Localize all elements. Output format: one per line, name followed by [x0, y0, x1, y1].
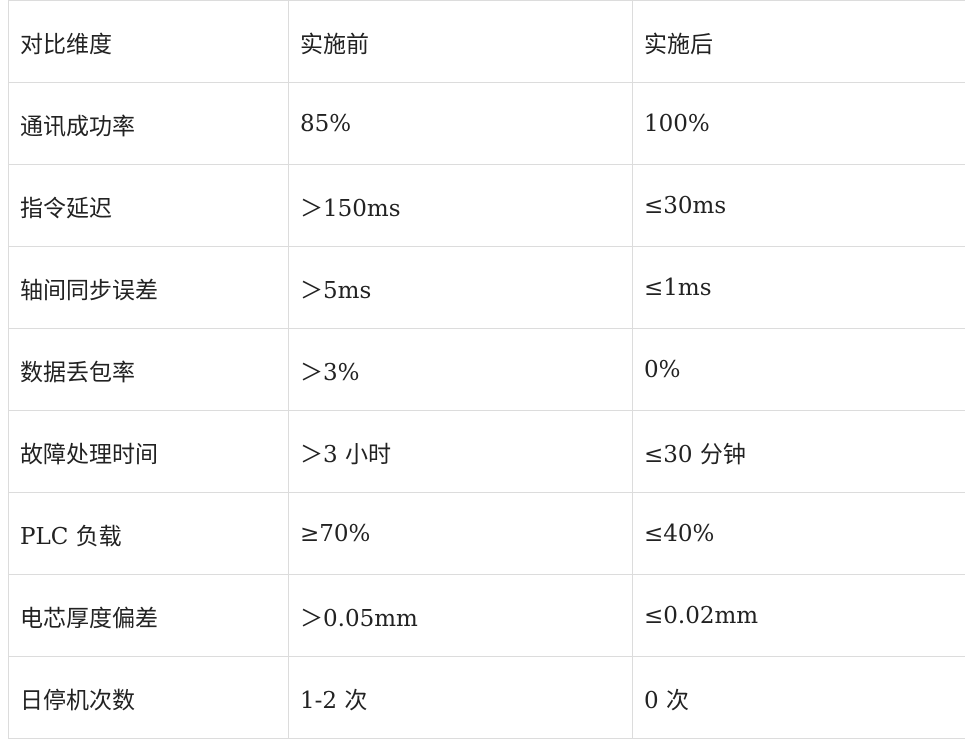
header-row: 对比维度 实施前 实施后	[8, 0, 965, 83]
before-cell: ＞5ms	[288, 246, 633, 329]
after-cell: ≤1ms	[632, 246, 965, 329]
before-cell: ＞3%	[288, 328, 633, 411]
before-cell: 1-2 次	[288, 656, 633, 739]
dimension-cell: 指令延迟	[8, 164, 289, 247]
after-cell: 0 次	[632, 656, 965, 739]
dimension-cell: 故障处理时间	[8, 410, 289, 493]
dimension-cell: 轴间同步误差	[8, 246, 289, 329]
before-cell: ≥70%	[288, 492, 633, 575]
dimension-cell: 通讯成功率	[8, 82, 289, 165]
table-row: 电芯厚度偏差 ＞0.05mm ≤0.02mm	[8, 574, 965, 657]
header-cell: 实施前	[288, 0, 633, 83]
after-cell: ≤30 分钟	[632, 410, 965, 493]
before-cell: 85%	[288, 82, 633, 165]
after-cell: ≤0.02mm	[632, 574, 965, 657]
table-row: 数据丢包率 ＞3% 0%	[8, 328, 965, 411]
before-cell: ＞150ms	[288, 164, 633, 247]
after-cell: ≤40%	[632, 492, 965, 575]
after-cell: 100%	[632, 82, 965, 165]
table-row: PLC 负载 ≥70% ≤40%	[8, 492, 965, 575]
table-row: 指令延迟 ＞150ms ≤30ms	[8, 164, 965, 247]
table-row: 轴间同步误差 ＞5ms ≤1ms	[8, 246, 965, 329]
table-row: 故障处理时间 ＞3 小时 ≤30 分钟	[8, 410, 965, 493]
header-cell: 实施后	[632, 0, 965, 83]
dimension-cell: PLC 负载	[8, 492, 289, 575]
header-cell: 对比维度	[8, 0, 289, 83]
table-row: 通讯成功率 85% 100%	[8, 82, 965, 165]
before-cell: ＞3 小时	[288, 410, 633, 493]
dimension-cell: 电芯厚度偏差	[8, 574, 289, 657]
before-cell: ＞0.05mm	[288, 574, 633, 657]
comparison-table: 对比维度 实施前 实施后 通讯成功率 85% 100% 指令延迟 ＞150ms ≤30ms…	[8, 0, 965, 739]
dimension-cell: 日停机次数	[8, 656, 289, 739]
after-cell: ≤30ms	[632, 164, 965, 247]
after-cell: 0%	[632, 328, 965, 411]
dimension-cell: 数据丢包率	[8, 328, 289, 411]
